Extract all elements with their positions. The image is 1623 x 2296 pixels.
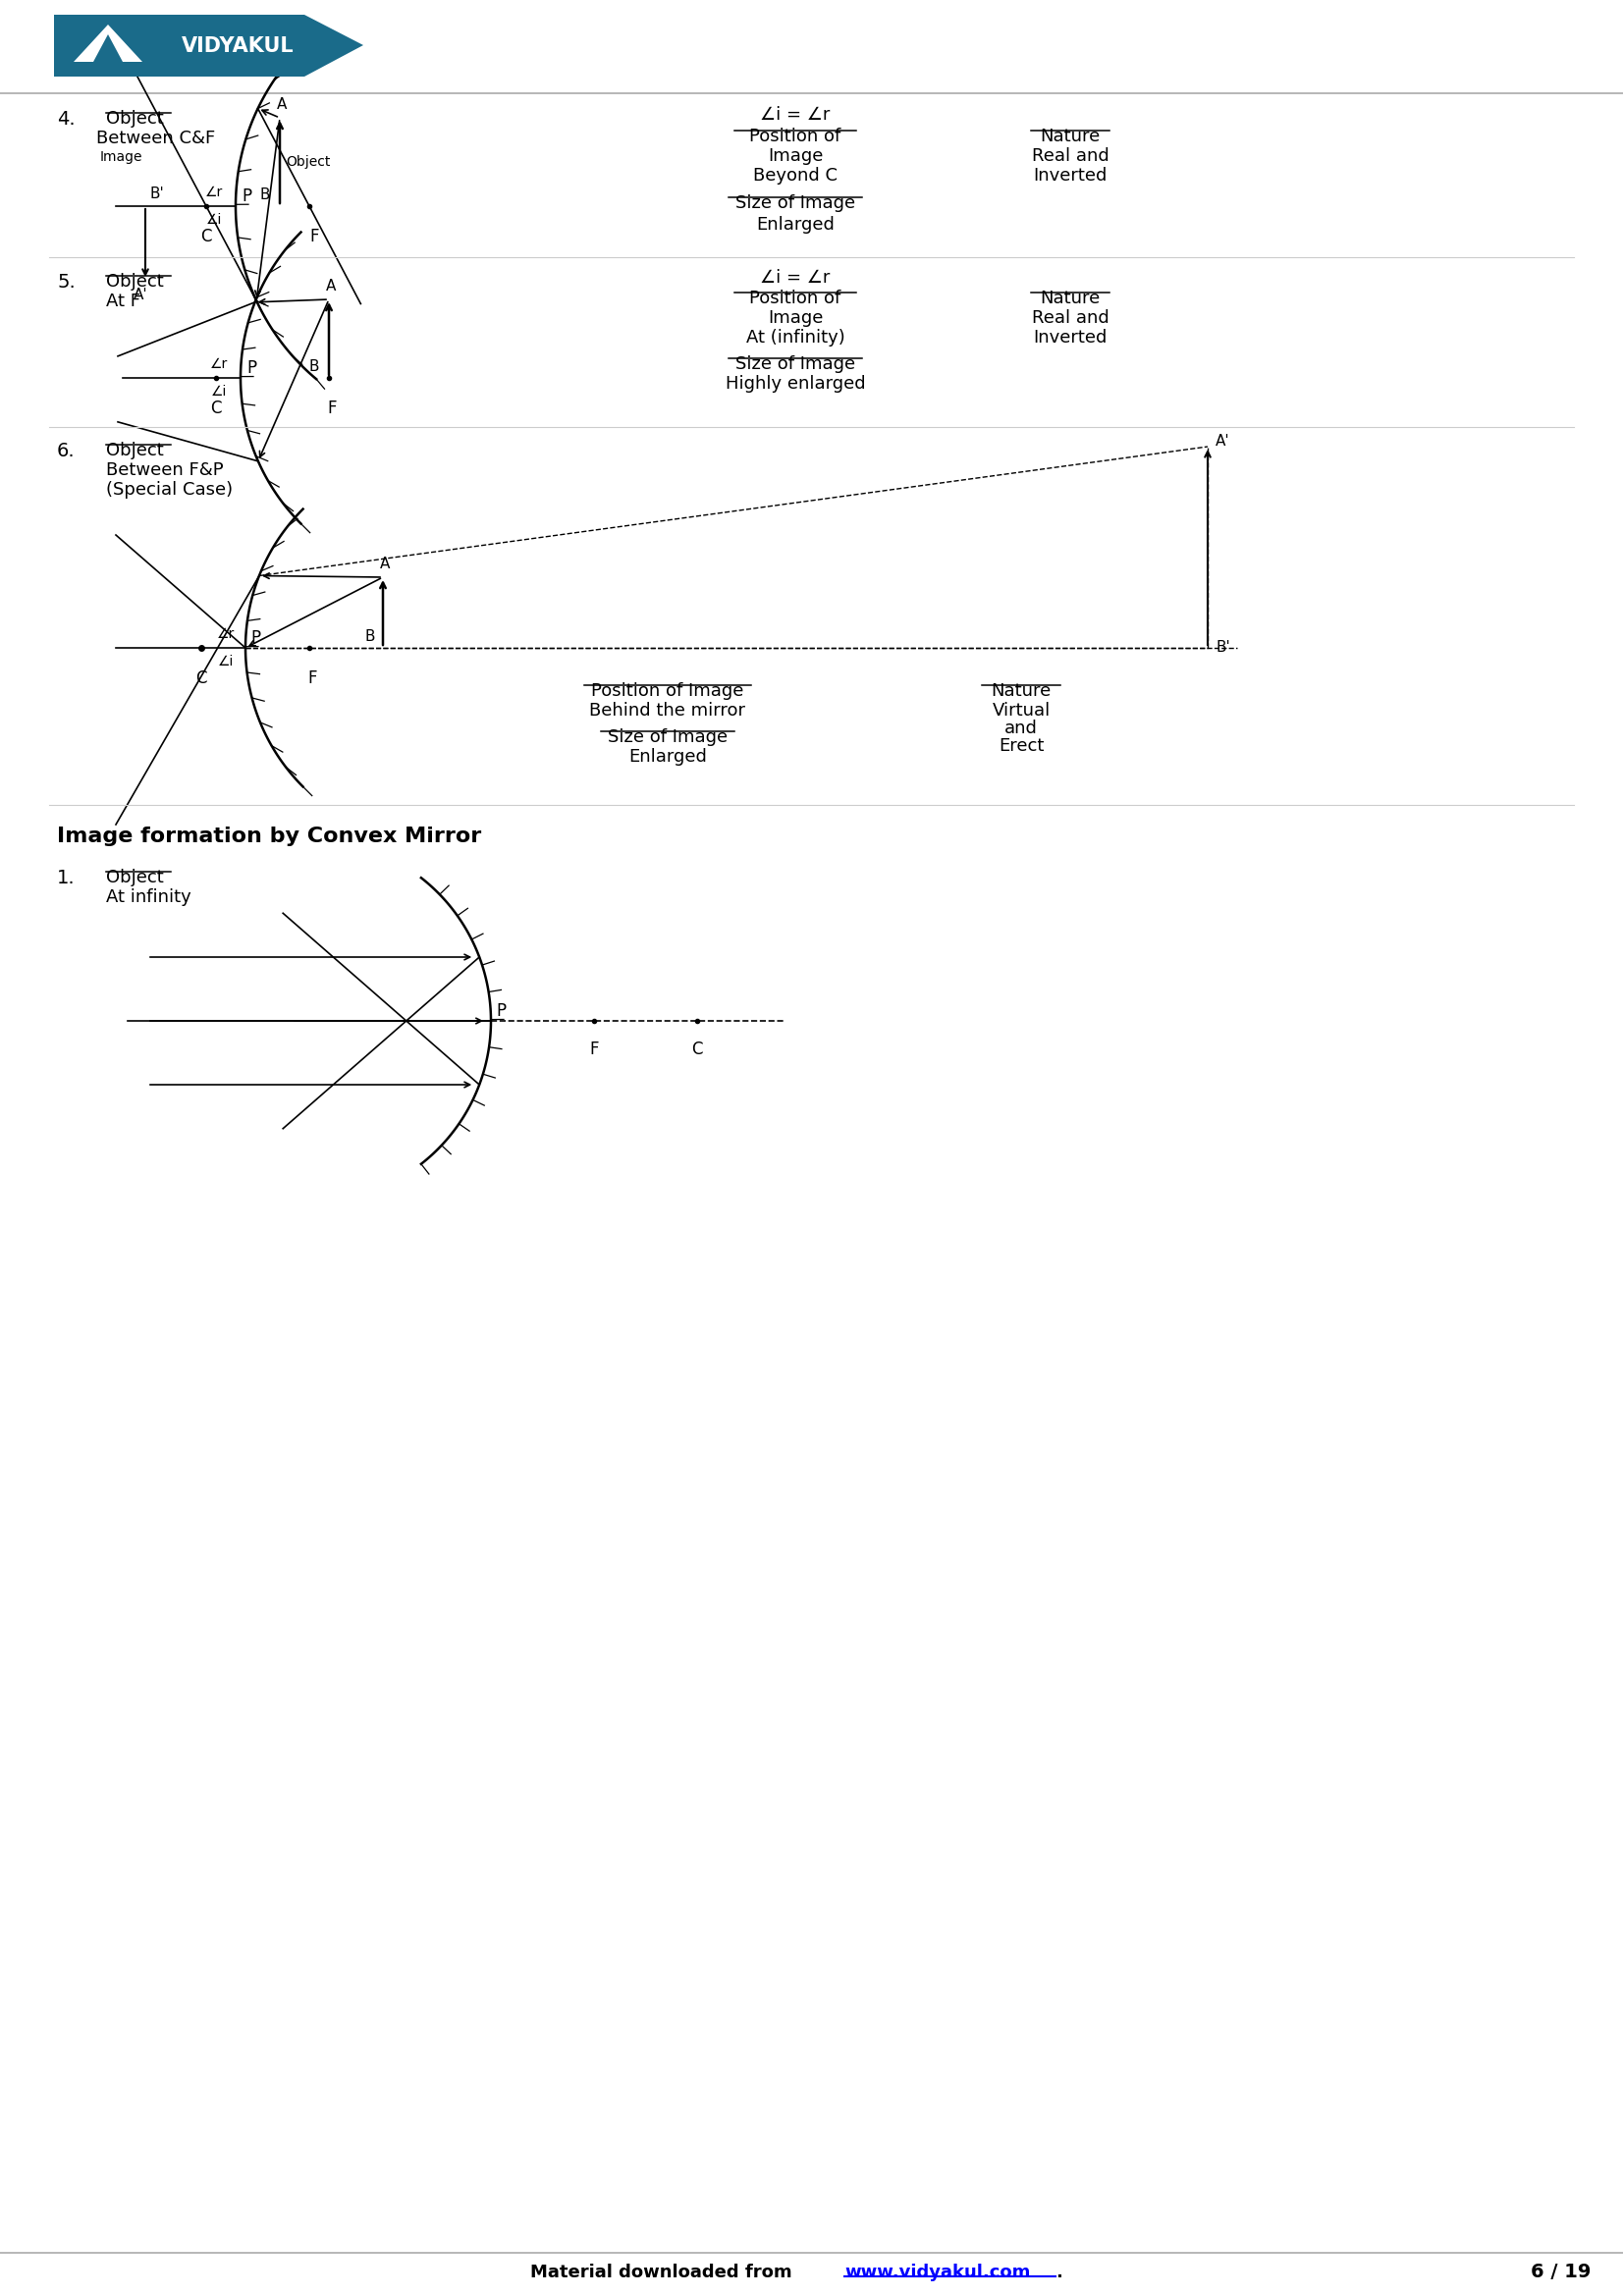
Text: Behind the mirror: Behind the mirror — [589, 703, 745, 719]
Text: C: C — [691, 1040, 703, 1058]
Text: Image formation by Convex Mirror: Image formation by Convex Mirror — [57, 827, 482, 847]
Text: B': B' — [1216, 641, 1230, 654]
Text: ∠r: ∠r — [217, 627, 235, 641]
Text: ∠r: ∠r — [209, 358, 227, 372]
Text: 6 / 19: 6 / 19 — [1530, 2264, 1591, 2282]
Text: ∠i: ∠i — [206, 214, 222, 227]
Text: Nature: Nature — [1040, 129, 1100, 145]
Text: A': A' — [1216, 434, 1230, 450]
Text: A: A — [276, 96, 287, 113]
Text: A': A' — [133, 287, 148, 303]
Text: Position of Image: Position of Image — [591, 682, 743, 700]
Text: www.vidyakul.com: www.vidyakul.com — [844, 2264, 1031, 2282]
Polygon shape — [305, 14, 364, 76]
Polygon shape — [54, 14, 305, 76]
Text: F: F — [310, 227, 318, 246]
Text: P: P — [497, 1003, 506, 1019]
Text: and: and — [1005, 719, 1037, 737]
Text: C: C — [201, 227, 213, 246]
Text: Size of Image: Size of Image — [735, 195, 855, 211]
Text: Size of Image: Size of Image — [607, 728, 727, 746]
Text: Object: Object — [286, 156, 329, 170]
Text: 1.: 1. — [57, 868, 75, 886]
Text: At (infinity): At (infinity) — [747, 328, 844, 347]
Text: B: B — [308, 358, 320, 374]
Text: (Special Case): (Special Case) — [105, 480, 232, 498]
Text: Inverted: Inverted — [1034, 328, 1107, 347]
Text: .: . — [1055, 2264, 1061, 2282]
Text: Nature: Nature — [992, 682, 1052, 700]
Text: Position of: Position of — [750, 289, 841, 308]
Text: ∠i = ∠r: ∠i = ∠r — [760, 106, 831, 124]
Text: B': B' — [151, 186, 164, 202]
Text: Object: Object — [105, 273, 164, 292]
Text: Object: Object — [105, 441, 164, 459]
Text: Enlarged: Enlarged — [756, 216, 834, 234]
Text: Between F&P: Between F&P — [105, 461, 224, 480]
Text: Image: Image — [768, 147, 823, 165]
Text: A: A — [326, 278, 336, 294]
Text: 6.: 6. — [57, 441, 75, 461]
Text: Enlarged: Enlarged — [628, 748, 708, 765]
Text: P: P — [247, 358, 256, 377]
Text: Beyond C: Beyond C — [753, 168, 837, 184]
Text: P: P — [242, 188, 252, 204]
Text: Material downloaded from: Material downloaded from — [531, 2264, 799, 2282]
Text: Object: Object — [105, 868, 164, 886]
Text: Erect: Erect — [998, 737, 1044, 755]
Text: Object: Object — [105, 110, 164, 129]
Text: Nature: Nature — [1040, 289, 1100, 308]
Text: ∠i: ∠i — [211, 386, 227, 400]
Polygon shape — [73, 25, 143, 62]
Text: C: C — [211, 400, 222, 418]
Text: Real and: Real and — [1032, 310, 1109, 326]
Text: At F: At F — [105, 292, 141, 310]
Text: Between C&F: Between C&F — [96, 129, 216, 147]
Text: C: C — [196, 670, 206, 687]
Text: P: P — [250, 629, 260, 647]
Text: VIDYAKUL: VIDYAKUL — [182, 37, 294, 55]
Text: 4.: 4. — [57, 110, 75, 129]
Text: Highly enlarged: Highly enlarged — [725, 374, 865, 393]
Text: Image: Image — [99, 149, 143, 163]
Text: F: F — [308, 670, 316, 687]
Text: At infinity: At infinity — [105, 889, 192, 907]
Text: Real and: Real and — [1032, 147, 1109, 165]
Text: B: B — [260, 188, 269, 202]
Text: Position of: Position of — [750, 129, 841, 145]
Text: Size of Image: Size of Image — [735, 356, 855, 372]
Text: Inverted: Inverted — [1034, 168, 1107, 184]
Text: F: F — [328, 400, 336, 418]
Text: ∠i = ∠r: ∠i = ∠r — [760, 269, 831, 287]
Text: ∠i: ∠i — [217, 654, 234, 668]
Text: Image: Image — [768, 310, 823, 326]
Text: A: A — [380, 556, 390, 572]
Text: B: B — [365, 629, 375, 643]
Text: 5.: 5. — [57, 273, 75, 292]
Text: Virtual: Virtual — [992, 703, 1050, 719]
Text: F: F — [589, 1040, 599, 1058]
Text: ∠r: ∠r — [204, 186, 222, 200]
